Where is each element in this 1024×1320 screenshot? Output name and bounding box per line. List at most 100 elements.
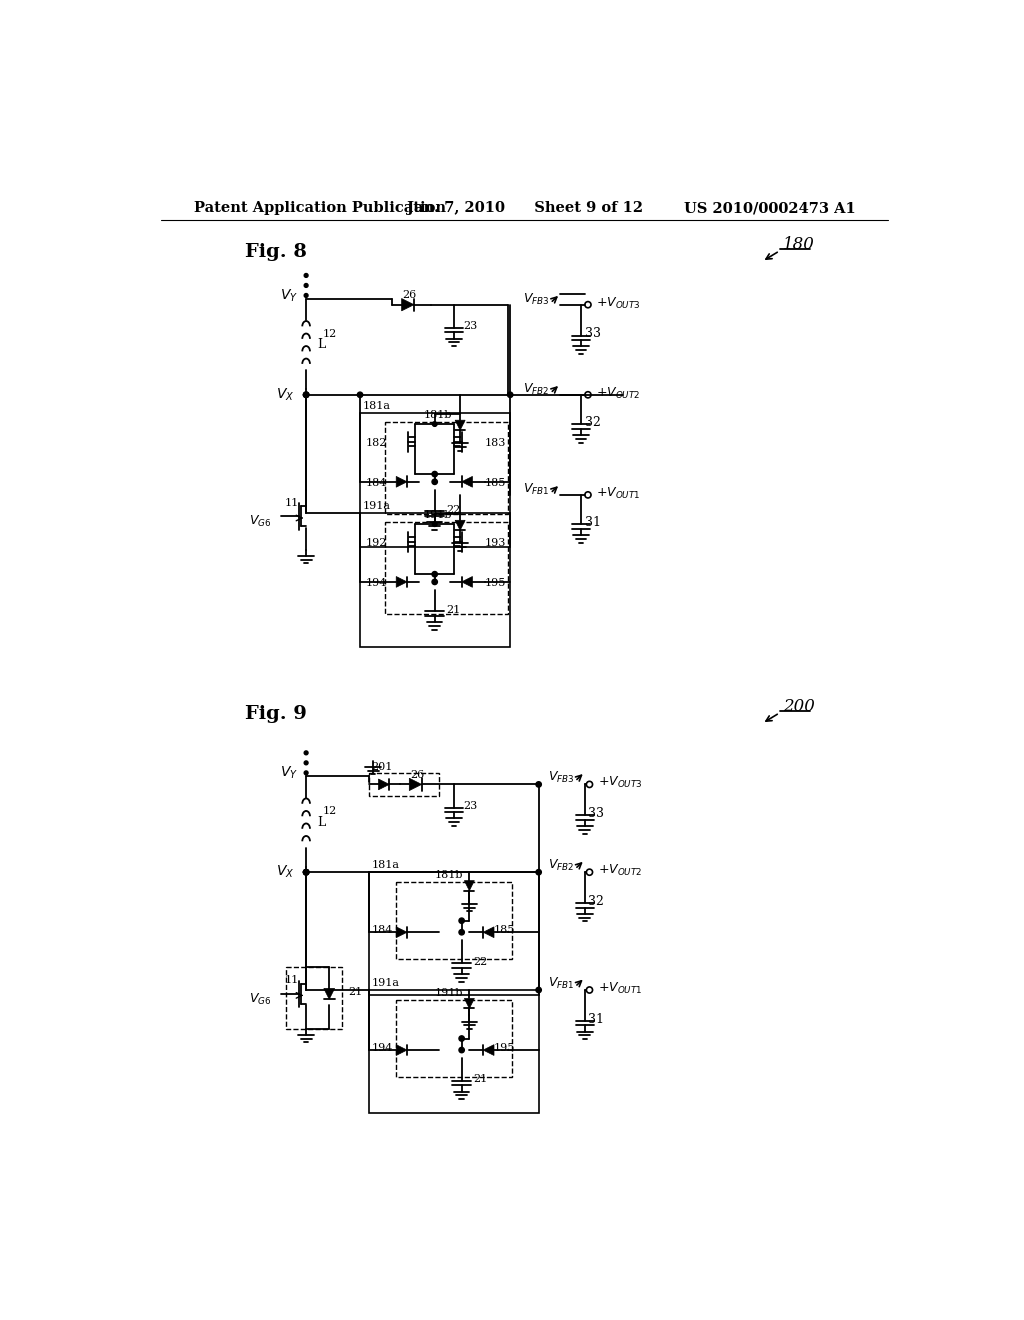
Text: 32: 32	[589, 895, 604, 908]
Polygon shape	[464, 880, 474, 891]
Circle shape	[304, 293, 308, 297]
Text: $+V_{OUT3}$: $+V_{OUT3}$	[596, 296, 641, 310]
Circle shape	[304, 751, 308, 755]
Bar	[370, 990, 539, 1113]
Text: 33: 33	[589, 807, 604, 820]
Circle shape	[432, 579, 437, 585]
Text: 200: 200	[782, 698, 815, 715]
Text: 181a: 181a	[362, 400, 390, 411]
Bar	[396, 882, 512, 960]
Polygon shape	[483, 1044, 494, 1056]
Text: 181b: 181b	[435, 870, 463, 880]
Polygon shape	[410, 779, 422, 791]
Polygon shape	[462, 477, 472, 487]
Bar	[385, 422, 508, 513]
Text: 22: 22	[446, 504, 461, 515]
Bar	[370, 774, 438, 796]
Circle shape	[536, 781, 542, 787]
Text: 195: 195	[484, 578, 506, 589]
Text: Fig. 8: Fig. 8	[245, 243, 306, 261]
Text: US 2010/0002473 A1: US 2010/0002473 A1	[684, 202, 856, 215]
Text: $V_{G6}$: $V_{G6}$	[249, 515, 271, 529]
Circle shape	[459, 917, 464, 924]
Text: 23: 23	[463, 801, 477, 810]
Circle shape	[303, 870, 309, 875]
Text: $V_{G6}$: $V_{G6}$	[249, 991, 271, 1007]
Circle shape	[536, 987, 542, 993]
Bar	[370, 873, 539, 995]
Circle shape	[303, 392, 309, 397]
Polygon shape	[455, 420, 465, 430]
Text: 12: 12	[323, 807, 337, 816]
Text: 182: 182	[366, 438, 387, 449]
Circle shape	[432, 572, 437, 577]
Text: $V_X$: $V_X$	[276, 387, 295, 403]
Text: 31: 31	[589, 1012, 604, 1026]
Circle shape	[459, 1036, 464, 1041]
Polygon shape	[396, 1044, 407, 1056]
Circle shape	[459, 929, 464, 935]
Text: $V_{FB1}$: $V_{FB1}$	[548, 975, 574, 990]
Text: 191b: 191b	[435, 989, 463, 998]
Polygon shape	[379, 779, 389, 789]
Text: $V_{FB3}$: $V_{FB3}$	[523, 292, 550, 306]
Circle shape	[304, 760, 308, 764]
Circle shape	[304, 284, 308, 288]
Circle shape	[303, 392, 309, 397]
Text: 21: 21	[348, 986, 362, 997]
Text: $V_{FB2}$: $V_{FB2}$	[523, 381, 550, 397]
Text: $V_X$: $V_X$	[276, 865, 295, 880]
Text: 201: 201	[372, 762, 393, 772]
Text: 184: 184	[366, 478, 387, 488]
Polygon shape	[396, 477, 407, 487]
Text: $V_{FB1}$: $V_{FB1}$	[523, 482, 550, 498]
Polygon shape	[324, 989, 335, 999]
Polygon shape	[462, 577, 472, 587]
Text: 12: 12	[323, 329, 337, 339]
Bar	[360, 512, 510, 647]
Bar	[396, 1001, 512, 1077]
Bar	[286, 966, 342, 1028]
Circle shape	[303, 392, 309, 397]
Text: 185: 185	[484, 478, 506, 488]
Text: 183: 183	[484, 438, 506, 449]
Circle shape	[432, 422, 437, 426]
Text: Patent Application Publication: Patent Application Publication	[194, 202, 445, 215]
Text: 22: 22	[473, 957, 487, 966]
Text: 193: 193	[484, 539, 506, 548]
Circle shape	[432, 471, 437, 477]
Circle shape	[432, 521, 437, 527]
Circle shape	[536, 870, 542, 875]
Text: 191a: 191a	[372, 978, 399, 989]
Text: 21: 21	[446, 605, 461, 615]
Circle shape	[303, 870, 309, 875]
Text: 180: 180	[782, 236, 815, 253]
Polygon shape	[396, 927, 407, 937]
Text: 184: 184	[372, 925, 393, 935]
Text: 31: 31	[585, 516, 600, 529]
Circle shape	[303, 870, 309, 875]
Text: $V_{FB2}$: $V_{FB2}$	[548, 858, 574, 873]
Bar	[360, 412, 510, 548]
Polygon shape	[401, 298, 414, 312]
Text: $+V_{OUT3}$: $+V_{OUT3}$	[598, 775, 642, 791]
Polygon shape	[483, 927, 494, 937]
Circle shape	[357, 392, 362, 397]
Text: $+V_{OUT2}$: $+V_{OUT2}$	[596, 385, 641, 401]
Circle shape	[459, 1047, 464, 1053]
Text: 191b: 191b	[423, 510, 452, 520]
Text: 21: 21	[473, 1074, 487, 1084]
Text: 191a: 191a	[362, 500, 390, 511]
Text: 195: 195	[494, 1043, 515, 1053]
Text: $+V_{OUT1}$: $+V_{OUT1}$	[598, 981, 642, 997]
Polygon shape	[455, 520, 465, 531]
Text: 32: 32	[585, 416, 600, 429]
Bar	[385, 521, 508, 614]
Text: L: L	[316, 338, 326, 351]
Polygon shape	[396, 577, 407, 587]
Circle shape	[303, 870, 309, 875]
Circle shape	[432, 479, 437, 484]
Text: 26: 26	[410, 770, 424, 780]
Circle shape	[304, 771, 308, 775]
Text: 11: 11	[285, 498, 298, 508]
